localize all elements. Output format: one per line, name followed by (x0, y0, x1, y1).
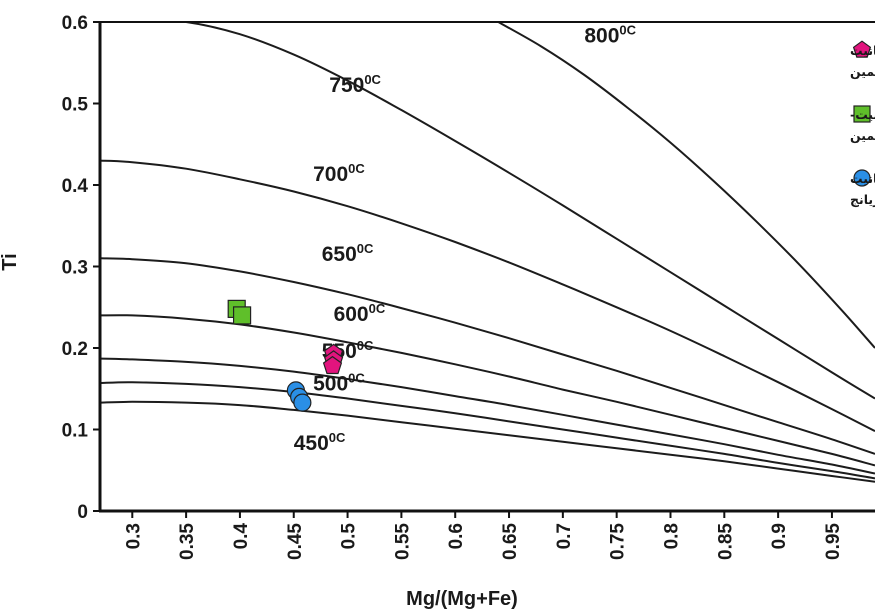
square-point (232, 306, 252, 325)
legend-entry-text: استارولیت میگماتیت های منطقه سیمین (850, 128, 875, 143)
isotherm-label-500: 5000C (313, 370, 365, 395)
x-axis-title: Mg/(Mg+Fe) (406, 588, 518, 610)
y-tick-label: 0.6 (62, 13, 88, 34)
legend-entry-text: هورنفلس منطقه مریانج (850, 192, 875, 207)
x-tick-label: 0.3 (123, 523, 144, 549)
x-tick-label: 0.5 (339, 523, 360, 550)
y-axis-title: Ti (0, 253, 21, 270)
isotherm-label-750: 7500C (329, 72, 381, 97)
legend-entry-text: سیلیمانیت- استارولیت- کیانیت (850, 43, 875, 58)
legend-entry-text: سیلیمانیت- آندالوزیت- کیانیت- (850, 107, 875, 122)
y-tick-label: 0 (77, 502, 88, 523)
x-tick-label: 0.4 (231, 523, 252, 550)
isotherm-label-650: 6500C (322, 241, 374, 266)
isotherm-700 (100, 159, 875, 432)
x-tick-label: 0.7 (554, 523, 575, 549)
isotherm-label-450: 4500C (294, 430, 346, 455)
y-tick-label: 0.3 (62, 258, 88, 279)
legend-pentagon-icon (852, 40, 872, 58)
y-tick-label: 0.4 (62, 176, 89, 197)
isotherm-label-600: 6000C (334, 301, 386, 326)
pentagon-point (322, 355, 343, 375)
x-tick-label: 0.9 (769, 523, 790, 549)
x-tick-label: 0.65 (500, 523, 521, 560)
x-tick-label: 0.45 (285, 523, 306, 560)
legend-entry-text: هورنفلس های منطقه سیمین (850, 64, 875, 79)
x-axis: 0.3 0.35 0.4 0.45 0.5 0.55 0.6 0.65 0.7 0.75 0.8 0.… (123, 511, 844, 560)
x-tick-label: 0.8 (661, 523, 682, 549)
x-tick-label: 0.75 (608, 523, 629, 560)
y-tick-label: 0.2 (62, 339, 88, 360)
isotherm-650 (100, 257, 875, 455)
x-tick-label: 0.95 (823, 523, 844, 560)
isotherm-450 (100, 400, 875, 483)
x-tick-label: 0.35 (177, 523, 198, 560)
isotherm-600 (100, 314, 875, 467)
y-axis: 0 0.1 0.2 0.3 0.4 0.5 0.6 (62, 13, 100, 523)
circle-point (293, 393, 312, 412)
isotherm-550 (100, 357, 875, 475)
isotherm-lines (100, 22, 875, 483)
isotherm-label-700: 7000C (313, 161, 365, 186)
isotherm-800 (497, 22, 875, 349)
isotherm-labels: 4500C5000C5500C6000C6500C7000C7500C8000C (294, 22, 637, 455)
x-tick-label: 0.85 (715, 523, 736, 560)
y-tick-label: 0.5 (62, 95, 89, 116)
legend: سیلیمانیت- استارولیت- کیانیت هورنفلس های … (850, 40, 875, 207)
isotherm-750 (152, 22, 875, 400)
data-points (227, 299, 344, 412)
isotherm-500 (100, 381, 875, 480)
x-tick-label: 0.55 (392, 523, 413, 560)
x-tick-label: 0.6 (446, 523, 467, 549)
legend-circle-icon (853, 169, 871, 187)
isotherm-label-800: 8000C (584, 22, 636, 47)
legend-entry-text: سیلیمانیت- استارولیت- کیانیت (850, 171, 875, 186)
y-tick-label: 0.1 (62, 421, 89, 442)
legend-square-icon (853, 105, 871, 123)
